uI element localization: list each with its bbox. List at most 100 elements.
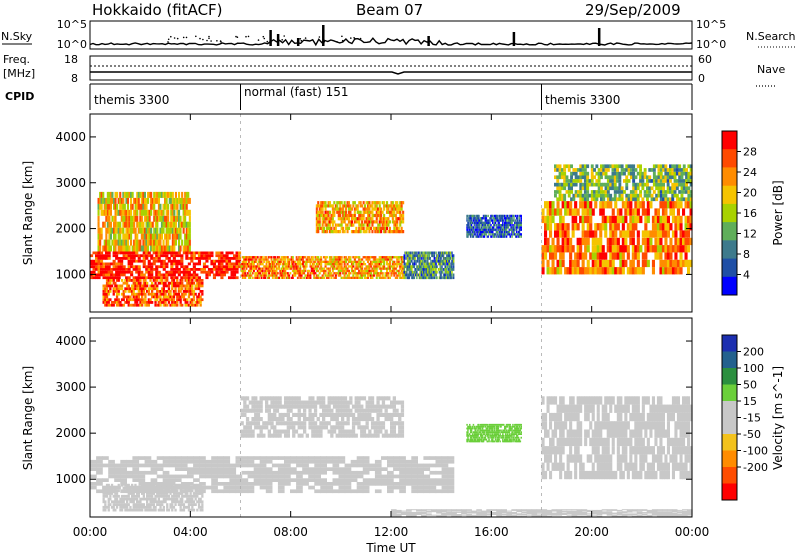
nsearch-dot	[263, 37, 266, 40]
beam-title: Beam 07	[356, 1, 423, 19]
nsearch-dot	[206, 39, 208, 42]
nsearch-dot	[167, 38, 170, 41]
colorbar-tick-label: 50	[743, 379, 757, 392]
nsearch-dot	[247, 35, 250, 38]
nsearch-dot	[216, 40, 218, 42]
nsky-right-tick-top: 10^5	[696, 18, 726, 31]
colorbar-tick-label: 15	[743, 395, 757, 408]
freq-unit-label: [MHz]	[3, 67, 35, 80]
colorbar-tick-label: 24	[743, 166, 757, 179]
nsearch-dot	[182, 36, 185, 39]
colorbar-swatch	[722, 368, 737, 385]
nsearch-dot	[323, 40, 326, 43]
y-tick-label: 1000	[55, 267, 86, 281]
nsearch-dot	[185, 36, 188, 39]
nsearch-dot	[359, 37, 362, 40]
echo-region	[541, 396, 693, 480]
nsearch-dot	[210, 40, 212, 42]
nsky-right-tick-bottom: 10^0	[696, 38, 726, 51]
nsearch-dot	[176, 37, 179, 40]
nsearch-dot	[220, 41, 222, 43]
colorbar-tick-label: 100	[743, 362, 764, 375]
colorbar-swatch	[722, 401, 737, 418]
date-title: 29/Sep/2009	[585, 1, 681, 19]
cpid-panel: CPID themis 3300 normal (fast) 151 themi…	[5, 83, 693, 110]
y-tick-label: 2000	[55, 426, 86, 440]
colorbar-tick-label: -200	[743, 461, 768, 474]
nsky-line	[89, 37, 693, 47]
echo-region	[90, 251, 242, 280]
velocity-colorbar-label: Velocity [m s^-1]	[771, 366, 785, 470]
xlabel: Time UT	[365, 541, 416, 554]
y-tick-label: 4000	[55, 130, 86, 144]
power-colorbar-label: Power [dB]	[771, 180, 785, 245]
x-tick-label: 00:00	[73, 525, 108, 539]
nsearch-dot	[236, 36, 239, 38]
colorbar-swatch	[722, 276, 737, 296]
colorbar-swatch	[722, 258, 737, 278]
echo-region	[102, 483, 204, 512]
echo-region	[541, 201, 693, 275]
nsearch-dot	[235, 35, 237, 38]
colorbar-tick-label: -15	[743, 412, 761, 425]
colorbar-swatch	[722, 131, 737, 150]
colorbar-tick-label: 20	[743, 187, 757, 200]
colorbar-tick-label: 12	[743, 228, 757, 241]
y-tick-label: 2000	[55, 222, 86, 236]
freq-right-tick-bottom: 0	[698, 72, 705, 85]
nave-label: Nave	[757, 63, 785, 76]
power-panel: 1000 2000 3000 4000 Slant Range [km]	[21, 113, 693, 313]
velocity-panel: 1000 2000 3000 4000 Slant Range [km]	[21, 317, 693, 518]
nsearch-dot	[336, 41, 338, 43]
colorbar-tick-label: 28	[743, 146, 757, 159]
freq-label: Freq.	[3, 53, 30, 66]
nsky-label: N.Sky	[1, 30, 33, 43]
echo-region	[466, 423, 522, 443]
power-ylabel: Slant Range [km]	[21, 161, 35, 265]
x-tick-label: 04:00	[173, 525, 208, 539]
x-tick-label: 00:00	[675, 525, 710, 539]
nsearch-dot	[304, 37, 307, 39]
freq-left-tick-top: 18	[64, 53, 78, 66]
nsearch-dot	[170, 35, 172, 38]
colorbar-swatch	[722, 335, 737, 352]
nsearch-dot	[245, 35, 247, 38]
colorbar-swatch	[722, 351, 737, 369]
y-tick-label: 3000	[55, 176, 86, 190]
colorbar-swatch	[722, 483, 737, 501]
nsearch-dot	[281, 39, 284, 41]
colorbar-swatch	[722, 450, 737, 468]
freq-left-tick-bottom: 8	[71, 72, 78, 85]
colorbar-tick-label: 4	[743, 269, 750, 282]
power-y-axis: 1000 2000 3000 4000	[55, 130, 692, 281]
nsearch-dot	[167, 41, 169, 43]
cpid-segment-2: normal (fast) 151	[244, 85, 348, 99]
nsearch-dot	[199, 37, 201, 40]
colorbar-swatch	[722, 467, 737, 484]
colorbar-swatch	[722, 384, 737, 402]
nsky-panel: N.Sky 10^5 10^0 10^5 10^0 N.Search	[1, 18, 796, 51]
nsearch-dot	[341, 39, 344, 42]
colorbar-swatch	[722, 417, 737, 435]
x-tick-label: 12:00	[374, 525, 409, 539]
nsearch-dot	[353, 37, 355, 39]
nsearch-dot	[269, 35, 272, 37]
echo-region	[240, 396, 405, 438]
echo-region	[554, 164, 693, 202]
x-tick-label: 16:00	[474, 525, 509, 539]
nsearch-dot	[350, 37, 352, 39]
colorbar-swatch	[722, 167, 737, 187]
freq-line	[90, 71, 692, 75]
nsearch-dot	[318, 36, 321, 38]
nsearch-dot	[354, 38, 356, 40]
colorbar-swatch	[722, 149, 737, 168]
velocity-colorbar: 200 100 50 15 -15 -50 -100 -200	[721, 334, 768, 501]
cpid-label: CPID	[5, 90, 34, 103]
echo-region	[391, 509, 693, 517]
freq-panel: Freq. [MHz] 18 8 60 0 Nave	[3, 53, 785, 87]
nsearch-dot	[341, 35, 343, 38]
echo-region	[97, 191, 191, 252]
x-tick-label: 08:00	[273, 525, 308, 539]
power-echo-map	[90, 164, 693, 307]
